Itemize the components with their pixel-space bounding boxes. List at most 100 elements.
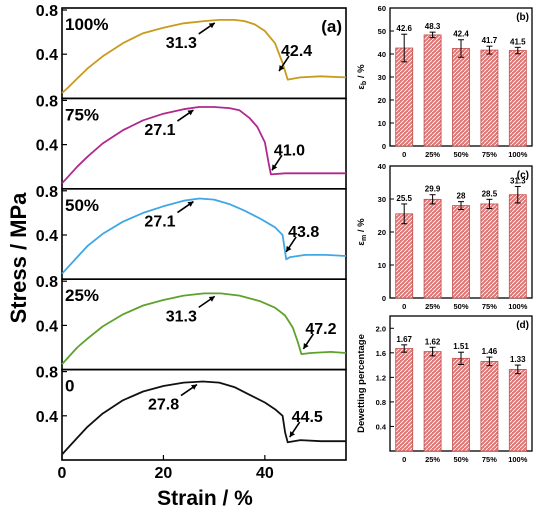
x-tick-label: 75% [482,455,497,464]
x-tick-label: 25% [425,150,440,159]
series-line-4 [61,292,347,365]
annotation-value: 41.0 [274,142,305,159]
arrow-head [208,22,215,29]
y-tick-label: 0 [382,142,386,151]
y-tick-label: 30 [378,73,386,82]
y-tick-label: 0.4 [376,422,387,431]
y-tick-label: 10 [378,261,386,270]
y-tick-label: 40 [378,50,386,59]
bar [395,47,414,147]
y-tick-label: 50 [378,27,386,36]
x-tick-label: 100% [508,455,528,464]
x-tick-label: 100% [508,302,528,311]
bar [395,213,414,299]
arrow-head [279,65,285,72]
y-tick-label: 40 [378,162,386,171]
x-tick-label: 20 [155,465,173,482]
bar-value-label: 1.51 [453,342,469,351]
arrow-head [187,201,194,207]
panel-b-bar-chart: 0 10 20 30 40 50 60 42.6 0 48.3 25% 42.4 50% 41.7 75% 4… [356,4,533,159]
bar [423,351,442,452]
x-tick-label: 50% [453,455,468,464]
y-tick-label: 30 [378,195,386,204]
x-tick-label: 75% [482,150,497,159]
annotation-value: 27.1 [144,122,175,139]
bar [508,368,527,452]
y-tick-label: 0.4 [36,138,58,155]
x-tick-label: 0 [402,455,406,464]
annotation-value: 43.8 [288,224,319,241]
y-tick-label: 1.2 [376,373,386,382]
annotation-value: 44.5 [292,409,323,426]
x-tick-label: 40 [256,465,274,482]
left-x-axis-title: Strain / % [157,487,253,510]
bar-value-label: 1.62 [425,337,441,346]
arrow-head [191,384,197,390]
bar [452,357,470,452]
x-tick-label: 50% [453,150,468,159]
series-label: 50% [65,196,99,215]
arrow-head [208,296,215,302]
panel-a-stress-strain: 0.4 0.8 100% 31.3 42.4 0.4 0.8 75% 27.1 41.0 0.4 0.… [36,3,347,482]
bar-value-label: 42.6 [396,24,412,33]
bar [480,203,499,299]
arrow-head [289,431,295,438]
bar-value-label: 28 [457,192,466,201]
series-label: 75% [65,105,99,124]
y-tick-label: 0.8 [376,398,386,407]
y-tick-label: 0.8 [36,365,58,382]
y-tick-label: 20 [378,228,386,237]
x-tick-label: 100% [508,150,528,159]
y-axis-title: εb / % [356,64,368,90]
bar [395,348,414,452]
bar [452,205,470,299]
subplot-frame [61,368,347,461]
series-line-3 [61,197,347,275]
panel-c-bar-chart: 0 10 20 30 40 25.5 0 29.9 25% 28 50% 28.5 75% 31.3 100… [356,162,533,311]
y-tick-label: 2.0 [376,324,386,333]
bar-value-label: 41.5 [510,37,526,46]
left-y-axis-title: Stress / MPa [6,192,31,324]
series-label: 25% [65,286,99,305]
panel-label: (d) [516,320,529,331]
annotation-value: 31.3 [166,35,197,52]
x-tick-label: 0 [58,465,67,482]
arrow-head [187,110,194,116]
bar [480,361,499,452]
y-tick-label: 0.8 [36,93,58,110]
y-tick-label: 0.8 [36,3,58,20]
y-axis-title: Dewetting percentage [356,334,367,433]
annotation-value: 47.2 [305,321,336,338]
series-line-2 [61,106,346,184]
y-tick-label: 20 [378,96,386,105]
annotation-value: 27.8 [148,397,179,414]
y-tick-label: 1.6 [376,349,386,358]
bar-value-label: 1.33 [510,355,526,364]
bar-value-label: 41.7 [482,36,498,45]
y-tick-label: 60 [378,4,386,13]
bar [508,194,527,299]
bar-value-label: 48.3 [425,22,441,31]
bar-value-label: 1.46 [482,347,498,356]
panel-label: (a) [321,17,342,36]
x-tick-label: 0 [402,150,406,159]
bar-value-label: 31.3 [510,176,526,185]
bar [480,49,499,147]
series-line-1 [61,19,347,94]
y-tick-label: 0.8 [36,184,58,201]
annotation-value: 31.3 [166,308,197,325]
bar [423,34,442,147]
bar-value-label: 42.4 [453,30,469,39]
panel-d-bar-chart: 0.4 0.8 1.2 1.6 2.0 1.67 0 1.62 25% 1.51 50% 1.46 75… [356,315,533,464]
y-tick-label: 0.8 [36,274,58,291]
x-tick-label: 25% [425,455,440,464]
x-tick-label: 75% [482,302,497,311]
y-tick-label: 0.4 [36,409,58,426]
bar-value-label: 1.67 [396,335,412,344]
y-tick-label: 10 [378,119,386,128]
x-tick-label: 50% [453,302,468,311]
series-label: 100% [65,15,108,34]
series-line-5 [61,380,346,456]
y-tick-label: 0.4 [36,47,58,64]
